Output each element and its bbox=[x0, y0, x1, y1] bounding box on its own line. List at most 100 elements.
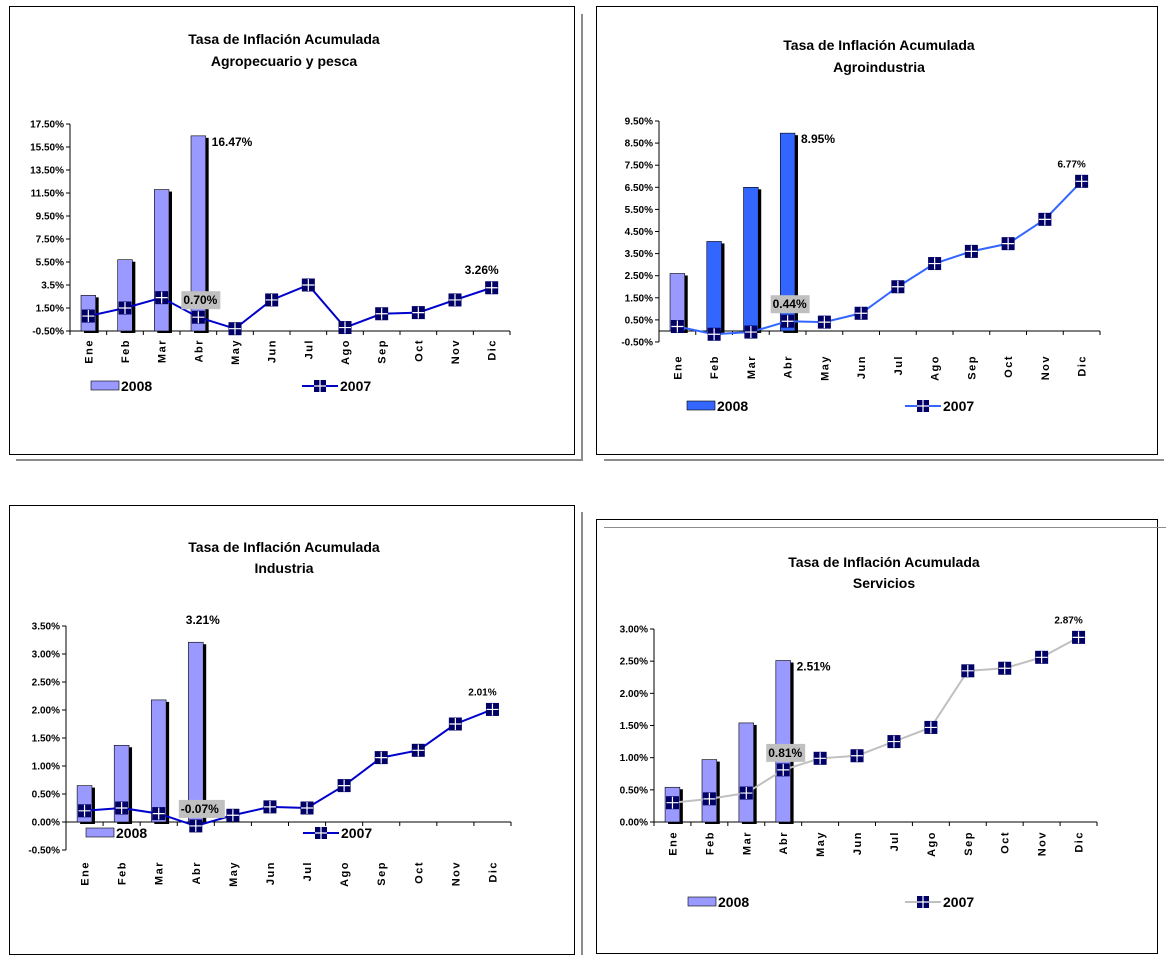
y-tick-label: 0.50% bbox=[620, 785, 648, 796]
line-point-cross bbox=[115, 802, 128, 814]
x-category-label: Abr bbox=[193, 339, 205, 362]
y-tick-label: 5.50% bbox=[36, 258, 64, 269]
x-category-label: Abr bbox=[783, 355, 795, 378]
line-point-cross bbox=[1072, 631, 1085, 644]
y-tick-label: 13.50% bbox=[30, 166, 64, 177]
y-tick-label: 7.50% bbox=[36, 235, 64, 246]
x-category-label: Ago bbox=[340, 339, 352, 365]
y-tick-label: 7.50% bbox=[625, 161, 653, 172]
y-tick-label: 17.50% bbox=[30, 120, 64, 131]
data-label: -0.07% bbox=[181, 802, 219, 816]
line-point-cross bbox=[155, 291, 168, 304]
y-tick-label: 0.00% bbox=[620, 818, 648, 829]
x-category-label: Feb bbox=[704, 831, 716, 855]
line-point-cross bbox=[891, 280, 904, 293]
data-label: 8.95% bbox=[801, 132, 835, 146]
line-point-cross bbox=[1075, 175, 1088, 188]
y-tick-label: 0.00% bbox=[32, 818, 60, 829]
y-tick-label: 0.50% bbox=[32, 790, 60, 801]
legend-marker-cross bbox=[314, 380, 326, 392]
line-point-cross bbox=[744, 326, 757, 339]
data-label-box bbox=[178, 799, 225, 818]
line-point-cross bbox=[189, 819, 202, 832]
bar-mar bbox=[150, 699, 167, 823]
data-label-box bbox=[181, 291, 221, 310]
x-category-label: Ago bbox=[926, 831, 938, 857]
line-point-cross bbox=[192, 311, 205, 324]
chart-title: Tasa de Inflación Acumulada bbox=[188, 539, 380, 555]
y-tick-label: 2.00% bbox=[620, 689, 648, 700]
chart-title: Tasa de Inflación Acumulada bbox=[788, 554, 980, 570]
chart-title: Tasa de Inflación Acumulada bbox=[783, 37, 975, 53]
chart-panel-industria: Tasa de Inflación Acumulada Industria -0.5… bbox=[0, 500, 590, 955]
chart-frame bbox=[596, 6, 1158, 455]
x-category-label: Jul bbox=[893, 355, 905, 375]
line-point-cross bbox=[485, 281, 498, 294]
line-point-cross bbox=[965, 245, 978, 258]
chart-title: Tasa de Inflación Acumulada bbox=[188, 31, 380, 47]
x-category-label: Nov bbox=[450, 339, 462, 364]
bar-abr bbox=[188, 641, 204, 823]
x-category-label: Jun bbox=[852, 831, 864, 855]
line-point-cross bbox=[666, 796, 679, 809]
y-tick-label: 1.00% bbox=[32, 762, 60, 773]
line-point-cross bbox=[339, 321, 351, 334]
data-label: 2.51% bbox=[797, 660, 831, 674]
y-tick-label: -0.50% bbox=[32, 327, 64, 338]
x-category-label: Dic bbox=[487, 861, 499, 883]
line-point-cross bbox=[814, 752, 827, 765]
line-point-cross bbox=[119, 302, 131, 314]
chart-panel-agropecuario: Tasa de Inflación Acumulada Agropecuario … bbox=[0, 0, 590, 465]
line-point-cross bbox=[412, 306, 425, 319]
line-point-cross bbox=[924, 721, 937, 734]
y-tick-label: 15.50% bbox=[30, 143, 64, 154]
legend-label-2007: 2007 bbox=[943, 398, 974, 414]
line-point-cross bbox=[998, 662, 1011, 675]
legend-swatch-2008 bbox=[90, 380, 120, 391]
y-tick-label: 2.50% bbox=[32, 678, 60, 689]
x-category-label: Dic bbox=[487, 339, 499, 361]
y-tick-label: 6.50% bbox=[625, 183, 653, 194]
x-category-label: Ene bbox=[80, 861, 92, 886]
x-category-label: Jul bbox=[889, 831, 901, 851]
frame-shadow bbox=[604, 527, 1166, 528]
line-point-cross bbox=[375, 307, 388, 320]
line-point-cross bbox=[82, 310, 95, 323]
x-category-label: May bbox=[230, 339, 242, 365]
x-category-label: Oct bbox=[1000, 831, 1012, 854]
x-category-label: May bbox=[228, 861, 240, 887]
x-category-label: Abr bbox=[191, 861, 203, 884]
line-point-cross bbox=[740, 787, 753, 800]
y-tick-label: 1.50% bbox=[36, 304, 64, 315]
line-point-cross bbox=[486, 703, 499, 716]
x-category-label: Dic bbox=[1077, 355, 1089, 377]
line-point-cross bbox=[708, 328, 721, 341]
legend-label-2008: 2008 bbox=[121, 378, 152, 394]
line-point-cross bbox=[412, 744, 425, 757]
data-label: 0.70% bbox=[183, 293, 217, 307]
x-category-label: Sep bbox=[966, 355, 978, 380]
line-point-cross bbox=[263, 800, 276, 813]
x-category-label: Ene bbox=[83, 339, 95, 364]
x-category-label: Nov bbox=[450, 861, 462, 886]
y-tick-label: 5.50% bbox=[625, 205, 653, 216]
x-category-label: Jun bbox=[267, 339, 279, 363]
data-label: 0.44% bbox=[773, 297, 807, 311]
y-tick-label: 3.00% bbox=[620, 625, 648, 636]
data-label-box bbox=[770, 295, 810, 314]
chart-svg-servicios: Tasa de Inflación Acumulada Servicios 0.00… bbox=[620, 554, 1098, 910]
x-category-label: Feb bbox=[709, 355, 721, 379]
chart-subtitle: Agropecuario y pesca bbox=[211, 53, 357, 69]
chart-svg-agroindustria: Tasa de Inflación Acumulada Agroindustria… bbox=[621, 37, 1101, 414]
x-category-label: Ene bbox=[672, 355, 684, 380]
line-point-cross bbox=[78, 804, 91, 817]
line-point-cross bbox=[152, 807, 165, 820]
x-category-label: May bbox=[815, 831, 827, 857]
y-tick-label: 1.50% bbox=[620, 721, 648, 732]
x-category-label: Mar bbox=[746, 355, 758, 379]
line-point-cross bbox=[1002, 237, 1015, 250]
chart-frame bbox=[9, 505, 575, 955]
data-label: 3.21% bbox=[186, 613, 220, 627]
line-point-cross bbox=[1035, 651, 1048, 664]
legend-swatch-2008 bbox=[85, 827, 115, 838]
